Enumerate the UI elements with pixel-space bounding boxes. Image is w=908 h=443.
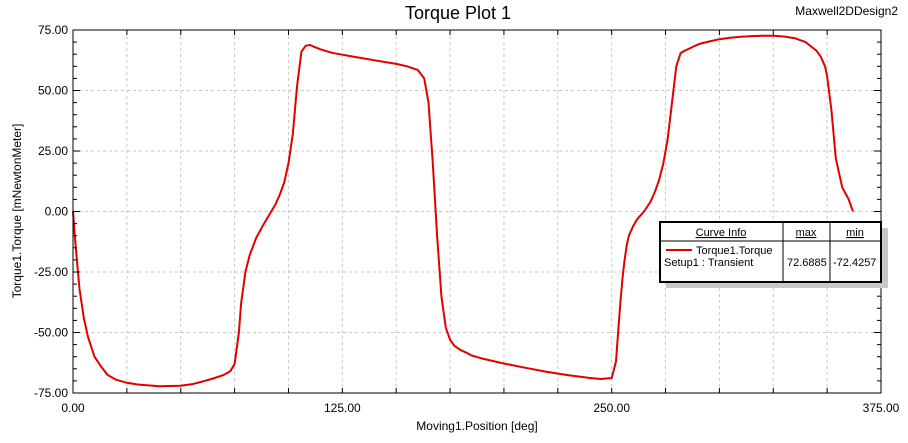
y-tick-label: 25.00 (38, 144, 68, 158)
y-tick-label: 50.00 (38, 84, 68, 98)
legend-header-min: min (846, 227, 864, 239)
legend-box (659, 221, 882, 283)
legend-header-curve-info: Curve Info (696, 227, 747, 239)
legend-header-max: max (796, 227, 817, 239)
chart-title: Torque Plot 1 (405, 3, 511, 23)
grid (73, 30, 881, 393)
legend-min-value: -72.4257 (833, 257, 876, 269)
legend-max-value: 72.6885 (787, 257, 827, 269)
design-name: Maxwell2DDesign2 (795, 4, 898, 18)
series-line-torque (72, 34, 854, 388)
legend-series-name: Torque1.Torque (696, 245, 772, 257)
curve-info-legend[interactable]: Curve Info max min Torque1.Torque Setup1… (659, 221, 888, 288)
x-tick-label: 125.00 (324, 401, 361, 415)
x-tick-label: 250.00 (593, 401, 630, 415)
y-tick-label: -50.00 (34, 326, 68, 340)
y-tick-label: -75.00 (34, 386, 68, 400)
y-tick-label: 75.00 (38, 23, 68, 37)
x-tick-label: 375.00 (863, 401, 900, 415)
series-layer (72, 34, 854, 388)
y-tick-label: -25.00 (34, 265, 68, 279)
y-tick-label: 0.00 (45, 205, 69, 219)
tick-labels: 0.00 125.00 250.00 375.00 -75.00 -50.00 -25.00… (34, 23, 900, 415)
y-axis-label: Torque1.Torque [mNewtonMeter] (10, 124, 24, 299)
x-axis-label: Moving1.Position [deg] (416, 419, 537, 433)
x-tick-label: 0.00 (61, 401, 85, 415)
legend-series-source: Setup1 : Transient (664, 257, 753, 269)
